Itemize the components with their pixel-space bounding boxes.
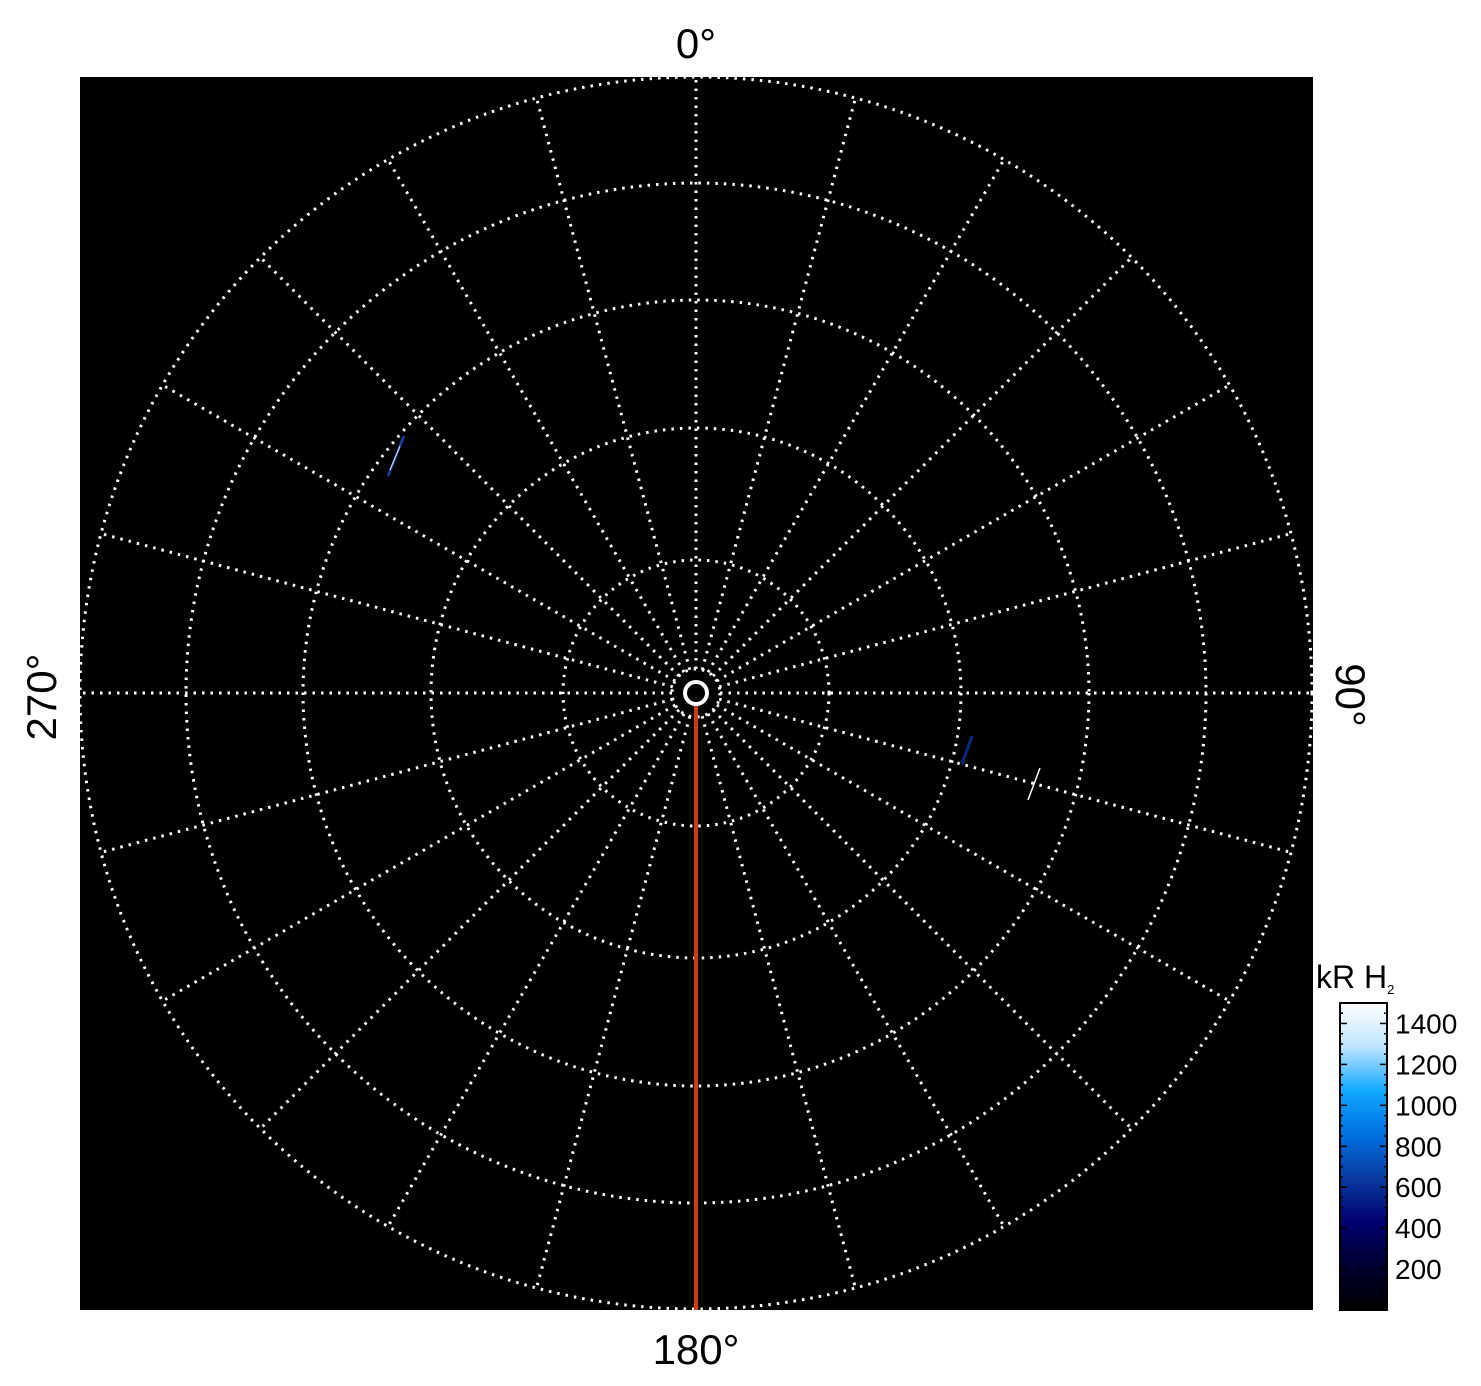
colorbar-tick-label: 400 [1395,1213,1442,1244]
colorbar-tick-label: 600 [1395,1172,1442,1203]
grid-radial-line [706,713,1006,1228]
grid-radial-line [259,256,681,678]
grid-radial-line [535,715,692,1289]
grid-circle [429,426,963,960]
colorbar-tick-label: 1400 [1395,1008,1457,1039]
colorbar-label-subscript: 2 [1387,982,1394,997]
grid-radial-line [700,715,857,1289]
grid-radial-line [718,697,1292,854]
grid-radial-line [100,697,674,854]
grid-circle [80,77,1313,1310]
grid-radial-line [711,256,1133,678]
polar-grid [80,77,1313,1310]
colorbar-label: kR H2 [1316,959,1394,997]
emission-streak [389,445,401,471]
colorbar: kR H2 200 400 600 800 1000 1200 1400 [1316,959,1457,1311]
emission-features [386,435,1041,801]
grid-radial-line [700,97,857,671]
angle-labels: 0° 180° 270° 90° [18,20,1374,1373]
grid-radial-line [718,532,1292,689]
grid-radial-line [716,703,1231,1003]
grid-radial-line [161,703,676,1003]
pole-ring [683,680,709,706]
emission-streak [960,735,974,765]
angle-label-180: 180° [653,1326,740,1373]
grid-radial-line [716,383,1231,683]
grid-radial-line [100,532,674,689]
colorbar-tick-label: 800 [1395,1131,1442,1162]
angle-label-90: 90° [1327,663,1374,727]
colorbar-gradient [1339,1002,1388,1311]
grid-radial-line [161,383,676,683]
emission-streak [1027,767,1041,801]
colorbar-label-main: kR H [1316,959,1387,995]
colorbar-tick-label: 1000 [1395,1090,1457,1121]
grid-radial-line [706,158,1006,673]
grid-radial-line [259,708,681,1130]
grid-radial-line [711,708,1133,1130]
grid-radial-line [535,97,692,671]
angle-label-0: 0° [676,20,716,67]
angle-label-270: 270° [18,654,65,741]
colorbar-tick-label: 200 [1395,1254,1442,1285]
grid-circle [301,298,1091,1088]
colorbar-tick-label: 1200 [1395,1049,1457,1080]
grid-radial-line [386,158,686,673]
grid-circle [561,558,831,828]
grid-radial-line [386,713,686,1228]
